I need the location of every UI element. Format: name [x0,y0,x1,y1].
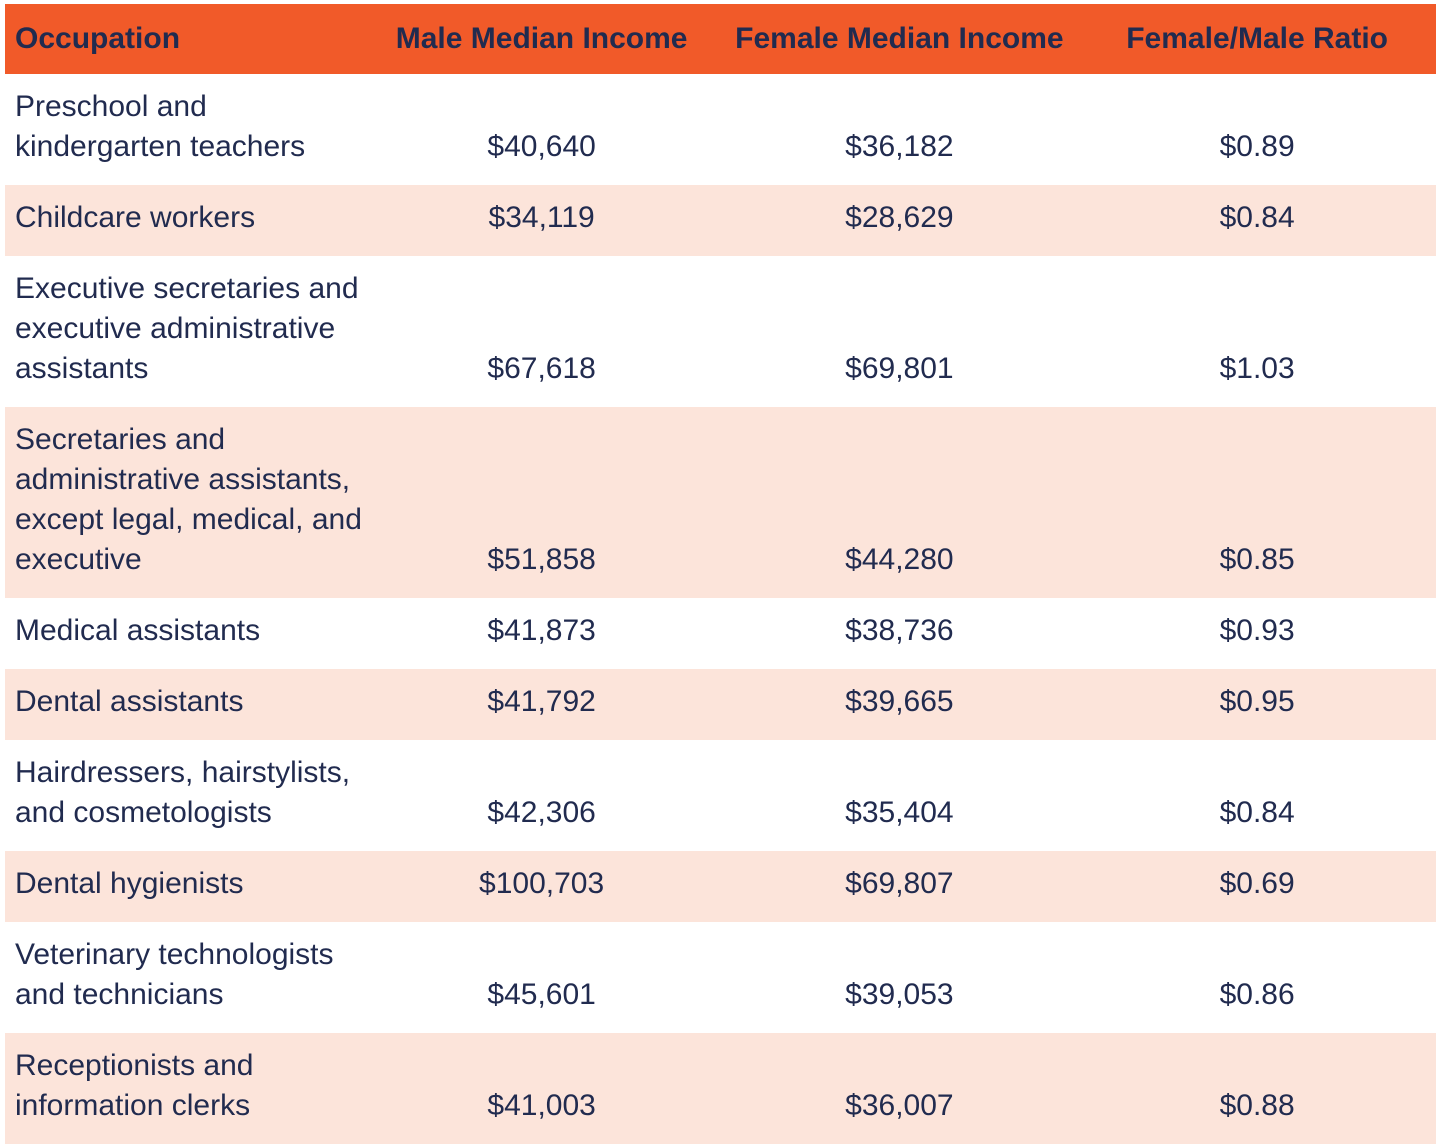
female-income-cell: $69,807 [720,851,1079,922]
occupation-cell: Childcare workers [5,185,363,256]
female-income-cell: $35,404 [720,740,1079,851]
ratio-cell: $0.93 [1078,598,1436,669]
ratio-cell: $0.69 [1078,851,1436,922]
male-income-cell: $41,003 [362,1033,721,1144]
female-income-cell: $36,182 [720,74,1079,185]
table-row: Hairdressers, hairstylists, and cosmetol… [5,740,1436,851]
occupation-cell: Medical assistants [5,598,363,669]
male-income-cell: $51,858 [362,407,721,598]
table-row: Childcare workers $34,119 $28,629 $0.84 [5,185,1436,256]
ratio-cell: $0.89 [1078,74,1436,185]
male-income-cell: $34,119 [362,185,721,256]
female-income-cell: $44,280 [720,407,1079,598]
header-row: Occupation Male Median Income Female Med… [5,4,1436,74]
female-income-cell: $36,007 [720,1033,1079,1144]
ratio-cell: $1.03 [1078,256,1436,407]
male-income-cell: $67,618 [362,256,721,407]
male-income-cell: $41,873 [362,598,721,669]
table-row: Medical assistants $41,873 $38,736 $0.93 [5,598,1436,669]
female-income-cell: $28,629 [720,185,1079,256]
female-income-cell: $69,801 [720,256,1079,407]
table-row: Dental assistants $41,792 $39,665 $0.95 [5,669,1436,740]
table-row: Dental hygienists $100,703 $69,807 $0.69 [5,851,1436,922]
occupation-cell: Dental hygienists [5,851,363,922]
occupation-cell: Secretaries and administrative assistant… [5,407,363,598]
male-income-cell: $45,601 [362,922,721,1033]
ratio-cell: $0.86 [1078,922,1436,1033]
column-header-female-median-income: Female Median Income [720,4,1079,74]
occupation-cell: Preschool and kindergarten teachers [5,74,363,185]
male-income-cell: $41,792 [362,669,721,740]
table-row: Receptionists and information clerks $41… [5,1033,1436,1144]
ratio-cell: $0.95 [1078,669,1436,740]
male-income-cell: $100,703 [362,851,721,922]
occupation-cell: Executive secretaries and executive admi… [5,256,363,407]
male-income-cell: $42,306 [362,740,721,851]
occupation-income-table: Occupation Male Median Income Female Med… [5,4,1436,1144]
column-header-male-median-income: Male Median Income [362,4,721,74]
female-income-cell: $38,736 [720,598,1079,669]
occupation-cell: Receptionists and information clerks [5,1033,363,1144]
column-header-female-male-ratio: Female/Male Ratio [1078,4,1436,74]
occupation-cell: Dental assistants [5,669,363,740]
ratio-cell: $0.85 [1078,407,1436,598]
ratio-cell: $0.84 [1078,740,1436,851]
table-row: Preschool and kindergarten teachers $40,… [5,74,1436,185]
column-header-occupation: Occupation [5,4,363,74]
female-income-cell: $39,665 [720,669,1079,740]
table-row: Secretaries and administrative assistant… [5,407,1436,598]
ratio-cell: $0.88 [1078,1033,1436,1144]
occupation-cell: Veterinary technologists and technicians [5,922,363,1033]
ratio-cell: $0.84 [1078,185,1436,256]
table-row: Veterinary technologists and technicians… [5,922,1436,1033]
male-income-cell: $40,640 [362,74,721,185]
female-income-cell: $39,053 [720,922,1079,1033]
occupation-cell: Hairdressers, hairstylists, and cosmetol… [5,740,363,851]
table-row: Executive secretaries and executive admi… [5,256,1436,407]
